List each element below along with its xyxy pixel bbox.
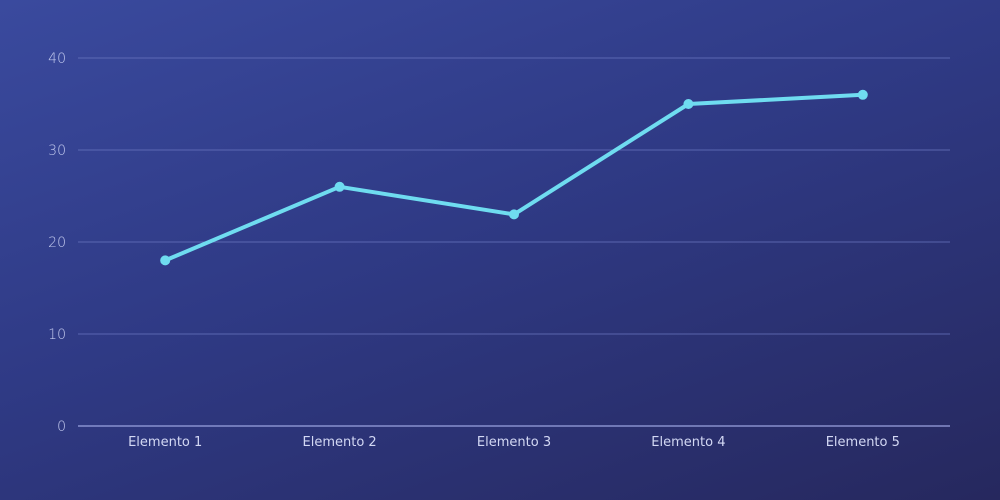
data-point-marker [160,255,171,266]
gridlines [78,57,950,427]
y-tick-label: 20 [48,235,66,251]
x-tick-label: Elemento 2 [303,435,377,450]
x-tick-label: Elemento 5 [826,435,900,450]
data-point-marker [683,99,694,109]
x-tick-label: Elemento 1 [128,435,202,450]
series-line [163,92,865,263]
y-tick-label: 0 [57,419,66,435]
data-point-marker [509,209,519,220]
data-point-marker [857,89,868,100]
y-axis-ticks: 0 10 20 30 40 [48,51,66,435]
y-tick-label: 10 [48,327,66,343]
data-point-marker [334,181,345,192]
x-tick-label: Elemento 4 [651,435,725,450]
y-tick-label: 30 [48,143,66,159]
data-series [160,89,868,266]
y-tick-label: 40 [48,51,66,67]
x-tick-label: Elemento 3 [477,435,551,450]
x-axis-ticks: Elemento 1 Elemento 2 Elemento 3 Elemento 4… [128,435,900,450]
